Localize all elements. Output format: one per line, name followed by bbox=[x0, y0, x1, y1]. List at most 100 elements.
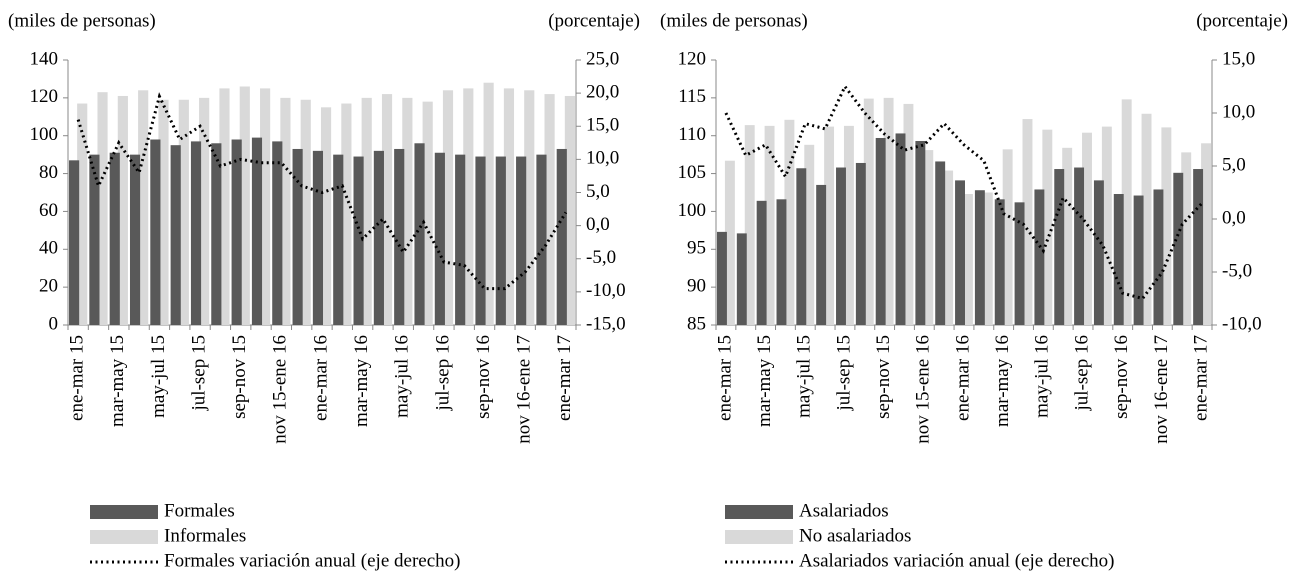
legend-label: Informales bbox=[164, 525, 246, 546]
bar bbox=[1193, 169, 1204, 325]
bar bbox=[915, 141, 926, 325]
bar bbox=[333, 154, 344, 325]
bar bbox=[883, 97, 894, 325]
bar bbox=[784, 119, 795, 325]
bar bbox=[1173, 172, 1184, 325]
bar bbox=[724, 160, 735, 325]
bar bbox=[150, 139, 161, 325]
bar bbox=[982, 192, 993, 325]
y2-tick-label: 25,0 bbox=[586, 48, 619, 69]
bar bbox=[974, 190, 985, 325]
bar bbox=[239, 86, 250, 325]
x-tick-label: mar-may 16 bbox=[992, 335, 1013, 427]
y2-axis-label: (porcentaje) bbox=[548, 10, 640, 31]
bar bbox=[77, 103, 88, 326]
bar bbox=[272, 141, 283, 325]
y-tick-label: 95 bbox=[687, 238, 706, 259]
y-tick-label: 120 bbox=[678, 48, 707, 69]
bar bbox=[260, 88, 271, 326]
bar bbox=[414, 143, 425, 325]
y-tick-label: 120 bbox=[30, 86, 59, 107]
bar bbox=[994, 199, 1005, 325]
y2-tick-label: 0,0 bbox=[1222, 207, 1246, 228]
bar bbox=[564, 95, 575, 325]
x-tick-label: may-jul 16 bbox=[1032, 335, 1053, 418]
bar bbox=[816, 184, 827, 325]
bar bbox=[300, 99, 311, 325]
bar bbox=[903, 103, 914, 326]
bar bbox=[422, 101, 433, 326]
y2-tick-label: 15,0 bbox=[586, 115, 619, 136]
bar bbox=[170, 145, 181, 325]
x-tick-label: sep-nov 16 bbox=[1111, 335, 1132, 419]
y-tick-label: 115 bbox=[678, 86, 706, 107]
x-tick-label: jul-sep 15 bbox=[188, 335, 209, 411]
bar bbox=[756, 200, 767, 325]
x-tick-label: sep-nov 15 bbox=[873, 335, 894, 419]
legend-label: No asalariados bbox=[799, 525, 911, 546]
bar bbox=[211, 143, 222, 325]
bar bbox=[1074, 167, 1085, 325]
bar bbox=[129, 154, 141, 325]
line-series bbox=[724, 83, 1204, 301]
bar bbox=[955, 180, 965, 325]
x-tick-label: ene-mar 16 bbox=[952, 335, 973, 421]
bar bbox=[1022, 119, 1033, 325]
y-tick-label: 20 bbox=[39, 276, 58, 297]
y2-tick-label: 0,0 bbox=[586, 214, 610, 235]
y2-tick-label: 5,0 bbox=[1222, 154, 1246, 175]
x-tick-label: ene-mar 15 bbox=[714, 335, 735, 421]
bar bbox=[764, 125, 775, 325]
legend-label: Formales bbox=[164, 500, 235, 521]
bar bbox=[963, 194, 973, 325]
bar bbox=[776, 199, 787, 325]
bar bbox=[1121, 99, 1132, 325]
bar bbox=[544, 94, 555, 325]
bar bbox=[109, 152, 120, 325]
bar bbox=[495, 156, 506, 325]
x-tick-label: mar-may 16 bbox=[351, 335, 372, 427]
bar bbox=[855, 162, 866, 325]
bar bbox=[475, 156, 486, 325]
bar bbox=[843, 125, 854, 325]
bar bbox=[796, 168, 807, 325]
bar bbox=[923, 150, 934, 325]
bar bbox=[251, 137, 263, 325]
y2-tick-label: 20,0 bbox=[586, 81, 619, 102]
bar bbox=[483, 82, 494, 325]
y2-tick-label: 10,0 bbox=[586, 148, 619, 169]
bar bbox=[190, 141, 202, 325]
y-tick-label: 60 bbox=[39, 200, 58, 221]
bar bbox=[503, 88, 515, 326]
x-tick-label: mar-may 15 bbox=[107, 335, 128, 427]
bar bbox=[863, 98, 874, 325]
bar bbox=[536, 154, 547, 325]
legend-swatch bbox=[725, 505, 793, 519]
bar bbox=[1042, 129, 1053, 325]
bar bbox=[516, 156, 527, 325]
bar bbox=[943, 170, 954, 325]
bar bbox=[1181, 152, 1192, 325]
bar bbox=[1161, 127, 1172, 325]
bar bbox=[463, 88, 474, 326]
bar bbox=[158, 99, 169, 325]
bar bbox=[312, 150, 324, 325]
bar bbox=[1054, 169, 1065, 325]
y-tick-label: 110 bbox=[678, 124, 706, 145]
bar bbox=[1201, 143, 1212, 325]
legend-swatch bbox=[90, 530, 158, 544]
bar bbox=[1082, 132, 1092, 325]
bar bbox=[219, 88, 230, 326]
legend-label: Formales variación anual (eje derecho) bbox=[164, 550, 460, 571]
bar bbox=[524, 90, 535, 326]
bar bbox=[824, 126, 835, 325]
bar bbox=[1002, 149, 1013, 325]
y2-tick-label: -15,0 bbox=[586, 313, 626, 334]
bar bbox=[1062, 147, 1073, 325]
bar bbox=[292, 148, 303, 325]
y-tick-label: 90 bbox=[687, 276, 706, 297]
bar bbox=[341, 103, 352, 326]
y-tick-label: 100 bbox=[30, 124, 59, 145]
y2-tick-label: 15,0 bbox=[1222, 48, 1255, 69]
